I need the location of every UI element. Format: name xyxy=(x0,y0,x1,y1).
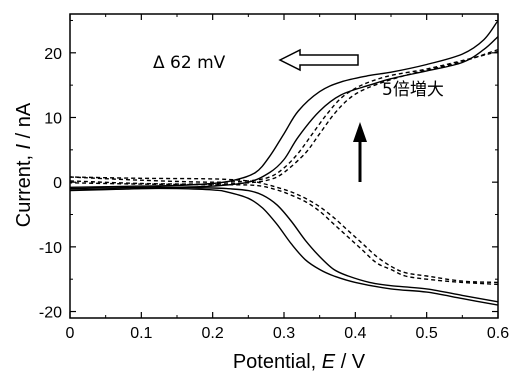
y-tick-label: 10 xyxy=(44,110,62,127)
curves-layer xyxy=(69,20,499,306)
x-tick-label: 0.6 xyxy=(487,325,509,342)
dashed-curve-6 xyxy=(69,176,499,284)
increase-label: 5倍増大 xyxy=(382,80,444,100)
y-axis-title: Current, I / nA xyxy=(13,102,35,227)
y-tick-label: 20 xyxy=(44,46,62,63)
dashed-curve-4 xyxy=(69,50,499,183)
dashed-curve-7 xyxy=(69,182,499,286)
solid-curve-2 xyxy=(69,187,499,306)
x-tick-label: 0.2 xyxy=(202,325,224,342)
x-axis-title: Potential, E / V xyxy=(233,351,366,373)
x-tick-label: 0.5 xyxy=(416,325,438,342)
y-tick-label: -10 xyxy=(39,240,62,257)
solid-curve-3 xyxy=(69,186,499,303)
y-tick-label: 0 xyxy=(53,175,62,192)
increase-annotation: 5倍増大 xyxy=(353,80,444,182)
shift-label: Δ 62 mV xyxy=(153,53,226,73)
solid-curve-0 xyxy=(69,20,499,188)
shift-annotation: Δ 62 mV xyxy=(153,48,359,73)
increase-arrow-head xyxy=(353,122,367,142)
y-tick-label: -20 xyxy=(39,305,62,322)
dashed-curve-5 xyxy=(69,48,499,185)
plot-frame xyxy=(69,13,499,319)
x-tick-label: 0 xyxy=(66,325,75,342)
x-tick-label: 0.3 xyxy=(273,325,295,342)
shift-arrow xyxy=(278,48,359,72)
x-tick-label: 0.1 xyxy=(130,325,152,342)
x-tick-label: 0.4 xyxy=(344,325,366,342)
